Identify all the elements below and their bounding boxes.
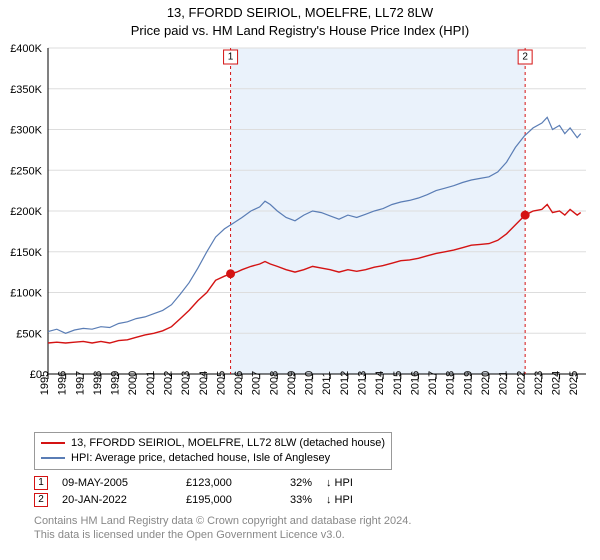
- sale-pct: 33%: [276, 494, 312, 506]
- table-row: 1 09-MAY-2005 £123,000 32% ↓ HPI: [34, 474, 353, 491]
- legend-label-2: HPI: Average price, detached house, Isle…: [71, 451, 330, 466]
- svg-text:£300K: £300K: [10, 125, 42, 137]
- svg-text:£400K: £400K: [10, 43, 42, 55]
- title-line-1: 13, FFORDD SEIRIOL, MOELFRE, LL72 8LW: [0, 4, 600, 22]
- sale-price: £195,000: [186, 494, 262, 506]
- sale-date: 20-JAN-2022: [62, 494, 172, 506]
- legend-item-2: HPI: Average price, detached house, Isle…: [41, 451, 385, 466]
- footer-attribution: Contains HM Land Registry data © Crown c…: [34, 514, 411, 543]
- sale-marker-icon: 2: [34, 493, 48, 507]
- chart: £0£50K£100K£150K£200K£250K£300K£350K£400…: [0, 42, 600, 422]
- sale-pct: 32%: [276, 477, 312, 489]
- sale-date: 09-MAY-2005: [62, 477, 172, 489]
- sales-table: 1 09-MAY-2005 £123,000 32% ↓ HPI 2 20-JA…: [34, 474, 353, 508]
- svg-text:2011: 2011: [321, 371, 333, 395]
- legend-swatch-1: [41, 442, 65, 444]
- title-line-2: Price paid vs. HM Land Registry's House …: [0, 22, 600, 40]
- svg-text:2: 2: [522, 52, 528, 63]
- svg-text:£50K: £50K: [16, 328, 42, 340]
- legend: 13, FFORDD SEIRIOL, MOELFRE, LL72 8LW (d…: [34, 432, 392, 470]
- footer-line-2: This data is licensed under the Open Gov…: [34, 528, 411, 542]
- sale-marker-icon: 1: [34, 476, 48, 490]
- footer-line-1: Contains HM Land Registry data © Crown c…: [34, 514, 411, 528]
- sale-price: £123,000: [186, 477, 262, 489]
- legend-swatch-2: [41, 457, 65, 459]
- svg-text:£100K: £100K: [10, 288, 42, 300]
- svg-text:1: 1: [228, 52, 234, 63]
- svg-text:£250K: £250K: [10, 165, 42, 177]
- legend-item-1: 13, FFORDD SEIRIOL, MOELFRE, LL72 8LW (d…: [41, 436, 385, 451]
- sale-diff: ↓ HPI: [326, 494, 353, 506]
- sale-diff: ↓ HPI: [326, 477, 353, 489]
- chart-title: 13, FFORDD SEIRIOL, MOELFRE, LL72 8LW Pr…: [0, 0, 600, 39]
- svg-text:£200K: £200K: [10, 206, 42, 218]
- svg-text:£150K: £150K: [10, 247, 42, 259]
- legend-label-1: 13, FFORDD SEIRIOL, MOELFRE, LL72 8LW (d…: [71, 436, 385, 451]
- table-row: 2 20-JAN-2022 £195,000 33% ↓ HPI: [34, 491, 353, 508]
- svg-text:£350K: £350K: [10, 84, 42, 96]
